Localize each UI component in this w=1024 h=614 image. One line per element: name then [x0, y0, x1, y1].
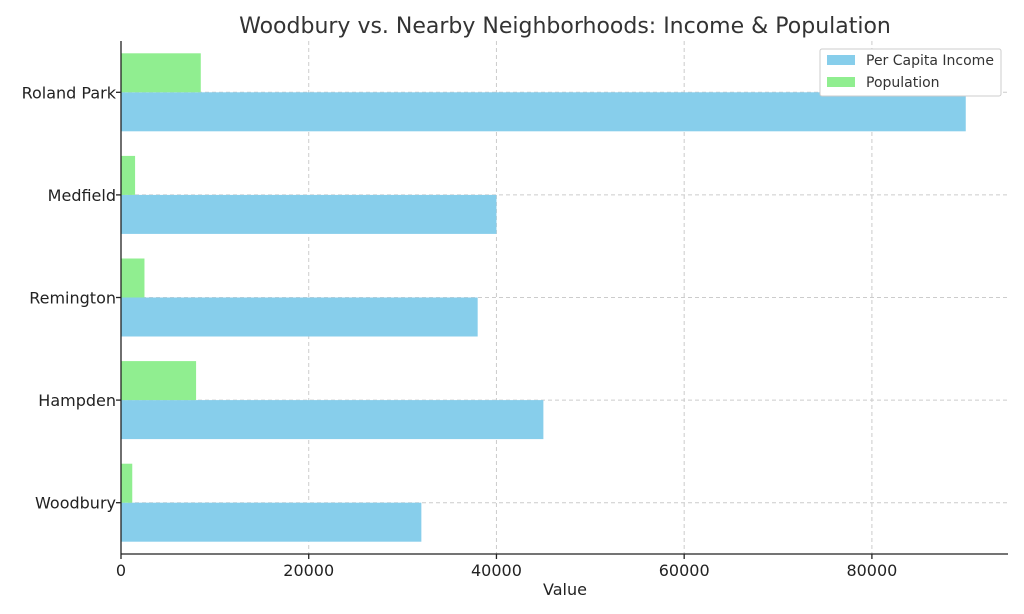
- legend-label-population: Population: [866, 75, 940, 91]
- x-tick-label: 0: [116, 561, 126, 580]
- bar-income-woodbury: [121, 502, 422, 542]
- legend: Per Capita Income Population: [819, 48, 1002, 97]
- bar-income-hampden: [121, 400, 544, 440]
- bar-population-hampden: [121, 361, 197, 401]
- legend-swatch-income: [827, 55, 855, 65]
- chart-title: Woodbury vs. Nearby Neighborhoods: Incom…: [239, 14, 891, 39]
- x-tick-label: 40000: [471, 561, 522, 580]
- y-tick-label: Woodbury: [35, 494, 116, 513]
- y-tick-labels: Woodbury Hampden Remington Medfield Roland P…: [22, 83, 121, 513]
- y-tick-label: Hampden: [38, 391, 116, 410]
- x-axis-label: Value: [543, 580, 587, 599]
- legend-label-income: Per Capita Income: [866, 53, 994, 69]
- x-tick-labels: 0 20000 40000 60000 80000: [116, 554, 897, 580]
- bar-population-woodbury: [121, 463, 133, 503]
- x-tick-label: 60000: [659, 561, 710, 580]
- bar-income-remington: [121, 297, 478, 337]
- bar-income-medfield: [121, 194, 497, 234]
- bar-population-roland-park: [121, 53, 201, 93]
- legend-swatch-population: [827, 77, 855, 87]
- y-tick-label: Remington: [29, 289, 116, 308]
- x-tick-label: 80000: [846, 561, 897, 580]
- y-tick-label: Roland Park: [22, 83, 117, 102]
- y-tick-label: Medfield: [48, 186, 116, 205]
- legend-box: [819, 48, 1002, 97]
- bar-income-roland-park: [121, 92, 966, 132]
- bars: [121, 53, 966, 542]
- bar-population-remington: [121, 258, 145, 298]
- x-tick-label: 20000: [283, 561, 334, 580]
- bar-population-medfield: [121, 155, 136, 195]
